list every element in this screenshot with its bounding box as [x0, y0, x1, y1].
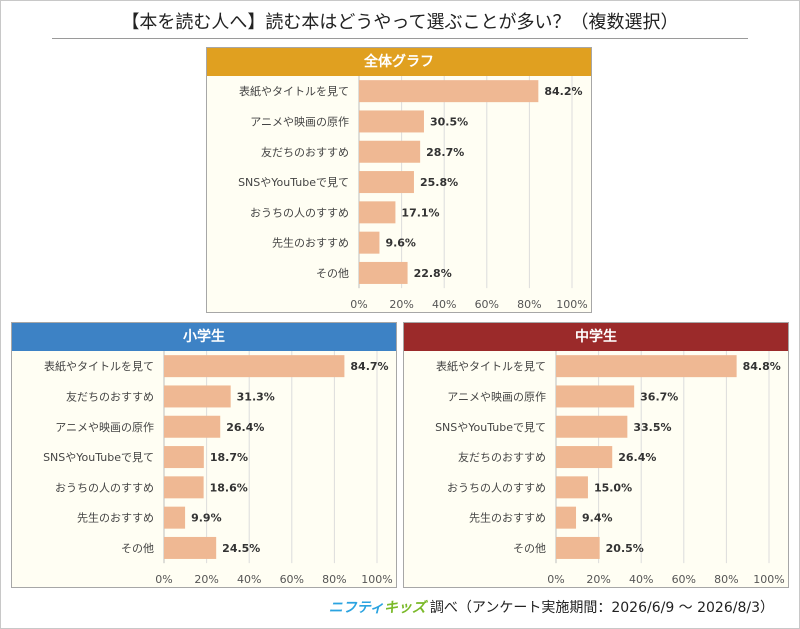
- x-tick-label: 0%: [350, 298, 367, 311]
- category-label: おうちの人のすすめ: [55, 481, 154, 494]
- category-label: 友だちのおすすめ: [66, 389, 154, 403]
- x-tick-label: 20%: [586, 573, 610, 586]
- bar-all-6: [359, 261, 408, 284]
- category-label: 先生のおすすめ: [469, 511, 546, 525]
- bar-all-3: [359, 171, 414, 194]
- bar-elementary-6: [164, 536, 217, 559]
- bar-all-0: [359, 80, 539, 103]
- category-label: 友だちのおすすめ: [458, 450, 546, 464]
- category-label: 友だちのおすすめ: [261, 145, 349, 159]
- x-tick-label: 100%: [361, 573, 392, 586]
- value-label: 84.7%: [350, 360, 388, 373]
- value-label: 33.5%: [633, 421, 671, 434]
- value-label: 15.0%: [594, 481, 632, 494]
- value-label: 84.2%: [544, 85, 582, 98]
- survey-period-text: 調べ（アンケート実施期間：2026/6/9 ～ 2026/8/3）: [429, 600, 774, 616]
- value-label: 18.7%: [210, 451, 248, 464]
- category-label: その他: [513, 542, 546, 555]
- category-label: 先生のおすすめ: [77, 511, 154, 525]
- category-label: その他: [121, 542, 154, 555]
- category-label: 表紙やタイトルを見て: [44, 359, 154, 373]
- x-tick-label: 80%: [517, 298, 541, 311]
- category-label: SNSやYouTubeで見て: [43, 451, 154, 464]
- category-label: アニメや映画の原作: [447, 390, 546, 403]
- category-label: おうちの人のすすめ: [447, 481, 546, 494]
- category-label: SNSやYouTubeで見て: [435, 421, 546, 434]
- bar-chart-all: 0% 20% 40% 60% 80% 100% 表紙やタイトルを見て 84.2% アニメや映画の…: [238, 76, 588, 311]
- bar-elementary-5: [164, 506, 186, 529]
- x-tick-label: 60%: [475, 298, 499, 311]
- category-label: SNSやYouTubeで見て: [238, 176, 349, 189]
- page-title: 【本を読む人へ】読む本はどうやって選ぶことが多い？（複数選択）: [121, 12, 679, 33]
- bar-all-4: [359, 201, 396, 224]
- x-tick-label: 40%: [237, 573, 261, 586]
- x-tick-label: 80%: [322, 573, 346, 586]
- bar-elementary-2: [164, 415, 221, 438]
- x-tick-label: 60%: [280, 573, 304, 586]
- bar-elementary-4: [164, 476, 204, 499]
- value-label: 22.8%: [414, 267, 452, 280]
- category-label: アニメや映画の原作: [250, 115, 349, 128]
- x-tick-label: 100%: [753, 573, 784, 586]
- value-label: 9.9%: [191, 512, 222, 525]
- chart-panel-all: 全体グラフ 0% 20% 40% 60% 80% 100% 表紙やタイトルを見て 84.2% ア…: [206, 47, 592, 313]
- bar-junior-5: [556, 506, 577, 529]
- bar-elementary-0: [164, 355, 345, 378]
- value-label: 26.4%: [226, 421, 264, 434]
- bar-junior-2: [556, 415, 628, 438]
- value-label: 84.8%: [743, 360, 781, 373]
- value-label: 28.7%: [426, 146, 464, 159]
- value-label: 18.6%: [210, 481, 248, 494]
- value-label: 9.4%: [582, 512, 613, 525]
- bar-all-5: [359, 231, 380, 254]
- bar-junior-0: [556, 355, 737, 378]
- x-tick-label: 40%: [432, 298, 456, 311]
- bar-chart-junior: 0% 20% 40% 60% 80% 100% 表紙やタイトルを見て 84.8% アニメや映画の…: [435, 351, 785, 586]
- chart-panel-elementary: 小学生 0% 20% 40% 60% 80% 100% 表紙やタイトルを見て 84.7% 友だち…: [11, 322, 397, 588]
- category-label: おうちの人のすすめ: [250, 206, 349, 219]
- brand-logo-part2: キッズ: [383, 600, 426, 616]
- chart-title-elementary: 小学生: [12, 323, 396, 351]
- category-label: 表紙やタイトルを見て: [436, 359, 546, 373]
- title-divider: [52, 38, 748, 39]
- value-label: 20.5%: [606, 542, 644, 555]
- category-label: 表紙やタイトルを見て: [239, 84, 349, 98]
- value-label: 26.4%: [618, 451, 656, 464]
- category-label: アニメや映画の原作: [55, 421, 154, 434]
- bar-junior-3: [556, 446, 613, 469]
- bar-junior-4: [556, 476, 588, 499]
- x-tick-label: 20%: [389, 298, 413, 311]
- x-tick-label: 40%: [629, 573, 653, 586]
- value-label: 36.7%: [640, 390, 678, 403]
- value-label: 25.8%: [420, 176, 458, 189]
- x-tick-label: 0%: [547, 573, 564, 586]
- chart-title-junior: 中学生: [404, 323, 788, 351]
- value-label: 24.5%: [222, 542, 260, 555]
- value-label: 30.5%: [430, 115, 468, 128]
- x-tick-label: 0%: [155, 573, 172, 586]
- bar-junior-1: [556, 385, 635, 408]
- x-tick-label: 60%: [672, 573, 696, 586]
- bar-all-1: [359, 110, 424, 133]
- bar-all-2: [359, 140, 421, 163]
- value-label: 17.1%: [401, 206, 439, 219]
- bar-chart-elementary: 0% 20% 40% 60% 80% 100% 表紙やタイトルを見て 84.7% 友だちのおすす…: [43, 351, 393, 586]
- bar-elementary-1: [164, 385, 231, 408]
- value-label: 31.3%: [237, 390, 275, 403]
- bar-elementary-3: [164, 446, 204, 469]
- category-label: 先生のおすすめ: [272, 236, 349, 250]
- x-tick-label: 20%: [194, 573, 218, 586]
- x-tick-label: 100%: [556, 298, 587, 311]
- category-label: その他: [316, 267, 349, 280]
- value-label: 9.6%: [385, 237, 416, 250]
- chart-title-all: 全体グラフ: [207, 48, 591, 76]
- bar-junior-6: [556, 536, 600, 559]
- chart-panel-junior: 中学生 0% 20% 40% 60% 80% 100% 表紙やタイトルを見て 84.8% アニメ…: [403, 322, 789, 588]
- source-footer: ニフティキッズ 調べ（アンケート実施期間：2026/6/9 ～ 2026/8/3）: [329, 597, 774, 617]
- brand-logo-part1: ニフティ: [328, 600, 384, 616]
- x-tick-label: 80%: [714, 573, 738, 586]
